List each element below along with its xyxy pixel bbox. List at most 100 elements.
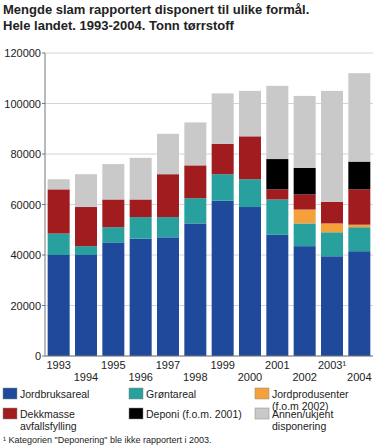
y-tick-label: 100000 xyxy=(4,98,41,110)
bar-segment xyxy=(184,165,206,198)
x-tick-label: 2001 xyxy=(265,359,289,371)
bar-segment xyxy=(184,198,206,223)
bar-segment xyxy=(75,174,97,207)
title: Mengde slam rapportert disponert til uli… xyxy=(3,2,309,33)
bar-segment xyxy=(321,256,343,356)
x-tick-label: 1995 xyxy=(101,359,125,371)
bar-segment xyxy=(102,199,124,227)
legend-swatch xyxy=(129,408,143,419)
bar-segment xyxy=(348,73,370,161)
y-tick-label: 80000 xyxy=(10,148,41,160)
bar-segment xyxy=(348,225,370,228)
legend-swatch xyxy=(255,408,269,419)
bar-segment xyxy=(348,162,370,190)
text-line: Deponi (f.o.m. 2001) xyxy=(146,408,242,420)
bar-segment xyxy=(321,91,343,202)
y-tick-label: 60000 xyxy=(10,199,41,211)
bar-segment xyxy=(266,159,288,189)
bar-segment xyxy=(239,91,261,136)
y-axis xyxy=(45,53,46,356)
bar-segment xyxy=(294,168,316,195)
y-tick-label: 0 xyxy=(35,350,41,362)
y-tick-label: 120000 xyxy=(4,47,41,59)
bar-segment xyxy=(48,234,70,255)
grid-line xyxy=(45,53,373,54)
bar-segment xyxy=(239,136,261,179)
bar-segment xyxy=(212,93,234,143)
bar-segment xyxy=(102,227,124,242)
x-tick-label: 1998 xyxy=(183,371,207,383)
text-line: Mengde slam rapportert disponert til uli… xyxy=(3,2,309,17)
y-tick-label: 20000 xyxy=(10,300,41,312)
bar-segment xyxy=(157,237,179,356)
legend-label: Deponi (f.o.m. 2001) xyxy=(146,408,242,420)
bar-segment xyxy=(157,174,179,217)
bar-segment xyxy=(348,251,370,356)
bar-segment xyxy=(130,217,152,238)
bar-segment xyxy=(48,255,70,356)
x-tick-label: 2002 xyxy=(292,371,316,383)
text-line: Annen/ukjent xyxy=(272,408,333,420)
bar-segment xyxy=(239,207,261,356)
text-line: Jordbruksareal xyxy=(20,388,89,400)
bar-segment xyxy=(239,179,261,207)
bar-segment xyxy=(75,207,97,246)
bar-segment xyxy=(102,242,124,356)
legend-swatch xyxy=(255,388,269,399)
footnote: ¹ Kategorien "Deponering" ble ikke rappo… xyxy=(3,435,212,445)
x-tick-label: 2004 xyxy=(347,371,371,383)
bar-segment xyxy=(130,239,152,356)
bar-segment xyxy=(321,223,343,232)
legend-label: Dekkmasseavfallsfylling xyxy=(20,408,77,432)
bar-segment xyxy=(75,255,97,356)
legend-label: Jordbruksareal xyxy=(20,388,89,400)
bar-segment xyxy=(212,174,234,201)
bar-segment xyxy=(102,164,124,199)
text-line: Grøntareal xyxy=(146,388,196,400)
bar-segment xyxy=(48,189,70,233)
text-line: disponering xyxy=(272,420,326,432)
legend-swatch xyxy=(129,388,143,399)
bar-segment xyxy=(294,210,316,224)
bar-segment xyxy=(157,134,179,174)
x-tick-label: 1997 xyxy=(156,359,180,371)
bars xyxy=(48,73,371,356)
x-axis xyxy=(45,356,373,357)
bar-segment xyxy=(348,227,370,251)
legend-label: Annen/ukjentdisponering xyxy=(272,408,333,432)
bar-segment xyxy=(130,158,152,200)
bar-segment xyxy=(212,201,234,356)
bar-segment xyxy=(294,96,316,168)
bar-segment xyxy=(294,246,316,356)
bar-segment xyxy=(212,144,234,174)
legend-label: Grøntareal xyxy=(146,388,196,400)
x-tick-label: 1996 xyxy=(128,371,152,383)
bar-segment xyxy=(266,199,288,234)
grid-line xyxy=(45,356,373,357)
bar-segment xyxy=(266,86,288,159)
text-line: Dekkmasse xyxy=(20,408,75,420)
bar-segment xyxy=(157,217,179,237)
bar-segment xyxy=(184,223,206,356)
text-line: Jordprodusenter xyxy=(272,388,349,400)
bar-segment xyxy=(266,189,288,199)
bar-segment xyxy=(294,194,316,209)
bar-segment xyxy=(48,179,70,189)
bar-segment xyxy=(348,189,370,224)
x-tick-label: 2003¹ xyxy=(318,359,346,371)
x-tick-label: 1994 xyxy=(74,371,98,383)
chart: Mengde slam rapportert disponert til uli… xyxy=(0,0,376,448)
bar-segment xyxy=(130,199,152,217)
y-tick-label: 40000 xyxy=(10,249,41,261)
text-line: Hele landet. 1993-2004. Tonn tørrstoff xyxy=(3,18,235,33)
bar-segment xyxy=(321,232,343,256)
bar-segment xyxy=(184,122,206,165)
x-tick-label: 2000 xyxy=(238,371,262,383)
bar-segment xyxy=(321,202,343,223)
legend-swatch xyxy=(3,408,17,419)
legend-swatch xyxy=(3,388,17,399)
text-line: avfallsfylling xyxy=(20,420,77,432)
x-tick-label: 1993 xyxy=(46,359,70,371)
bar-segment xyxy=(294,223,316,246)
bar-segment xyxy=(266,235,288,356)
